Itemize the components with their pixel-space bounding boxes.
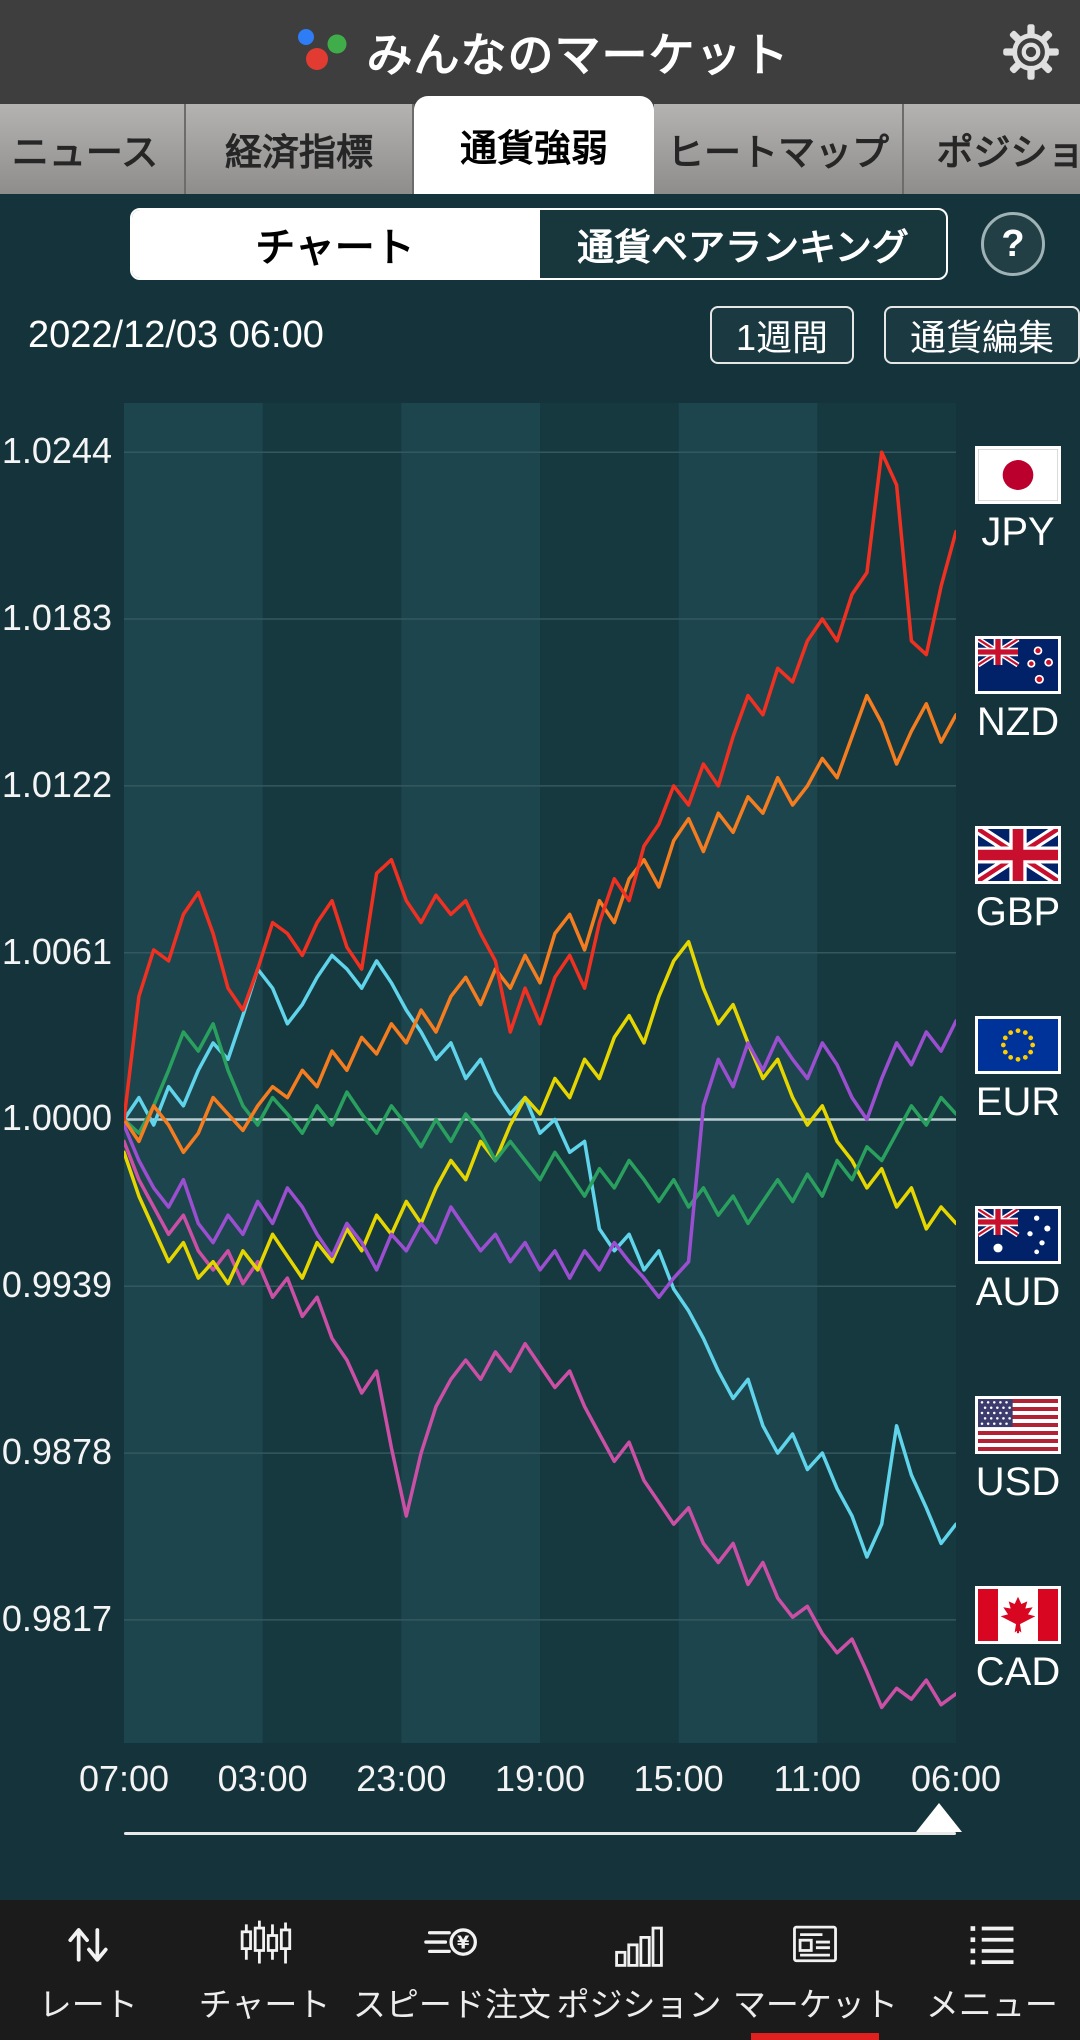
y-axis-label: 1.0000: [1, 1097, 112, 1139]
series-JPY: [124, 450, 956, 1122]
legend-gbp[interactable]: GBP: [962, 826, 1074, 935]
y-axis-label: 1.0244: [1, 430, 112, 472]
legend-code-label: CAD: [975, 1650, 1061, 1694]
nav-item-menu[interactable]: メニュー: [904, 1900, 1080, 2040]
jpy-flag-icon: [975, 446, 1061, 504]
series-AUD: [124, 939, 956, 1286]
nav-item-speed-order[interactable]: ¥ スピード注文: [353, 1900, 551, 2040]
currency-edit-button[interactable]: 通貨編集: [884, 306, 1080, 364]
tab-indicators[interactable]: 経済指標: [186, 104, 414, 194]
legend-code-label: GBP: [975, 890, 1061, 934]
tab-pair-ranking[interactable]: 通貨ペアランキング: [538, 210, 946, 278]
nav-label: ポジション: [556, 1985, 722, 2023]
y-axis-label: 1.0122: [1, 763, 112, 805]
y-axis-label: 0.9939: [1, 1264, 112, 1306]
legend-cad[interactable]: CAD: [962, 1586, 1074, 1695]
page-title: みんなのマーケット: [366, 29, 790, 81]
nav-label: マーケット: [732, 1985, 898, 2023]
legend-nzd[interactable]: NZD: [962, 636, 1074, 745]
nav-item-rate[interactable]: レート: [0, 1900, 176, 2040]
legend-aud[interactable]: AUD: [962, 1206, 1074, 1315]
x-axis-label: 07:00: [78, 1758, 170, 1799]
period-button[interactable]: 1週間: [710, 306, 855, 364]
rate-icon: [68, 1927, 108, 1962]
legend-eur[interactable]: EUR: [962, 1016, 1074, 1125]
y-axis-label: 1.0061: [1, 930, 112, 972]
eur-flag-icon: [975, 1016, 1061, 1074]
legend-usd[interactable]: USD: [962, 1396, 1074, 1505]
nav-item-position[interactable]: ポジション: [551, 1900, 727, 2040]
y-axis-label: 0.9878: [1, 1431, 112, 1473]
main-tab-bar: ニュース経済指標通貨強弱ヒートマップポジション: [0, 96, 1080, 194]
bars-icon: [615, 1926, 663, 1967]
legend-code-label: EUR: [975, 1080, 1061, 1124]
app-logo-icon: [297, 29, 346, 70]
x-axis-label: 11:00: [773, 1758, 862, 1799]
nav-item-market[interactable]: マーケット: [727, 1900, 903, 2040]
series-USD: [124, 953, 956, 1559]
legend-code-label: AUD: [975, 1270, 1061, 1314]
series-GBP: [124, 1019, 956, 1299]
aud-flag-icon: [975, 1206, 1061, 1264]
app-logo-title: みんなのマーケット: [291, 19, 790, 85]
cad-flag-icon: [975, 1586, 1061, 1644]
tab-heatmap[interactable]: ヒートマップ: [654, 104, 904, 194]
legend-code-label: USD: [975, 1460, 1061, 1504]
nav-label: スピード注文: [352, 1985, 551, 2023]
series-CAD: [124, 1139, 956, 1710]
svg-text:¥: ¥: [457, 1933, 470, 1953]
speed-yen-icon: ¥: [424, 1927, 477, 1956]
time-scrollbar[interactable]: [124, 1832, 956, 1835]
tab-strength[interactable]: 通貨強弱: [414, 96, 654, 194]
app-header: みんなのマーケット: [0, 0, 1080, 104]
menu-icon: [970, 1925, 1014, 1964]
x-axis-label: 03:00: [217, 1758, 308, 1799]
bottom-navigation: レート チャート ¥ スピード注文 ポジション マーケット メニュー: [0, 1900, 1080, 2040]
x-axis-label: 06:00: [910, 1758, 1002, 1799]
x-axis-label: 19:00: [494, 1758, 586, 1799]
legend-code-label: JPY: [981, 510, 1055, 554]
tab-news[interactable]: ニュース: [0, 104, 186, 194]
x-axis-label: 15:00: [633, 1758, 724, 1799]
tab-chart[interactable]: チャート: [132, 210, 538, 278]
series-NZD: [124, 693, 956, 1155]
nzd-flag-icon: [975, 636, 1061, 694]
legend-jpy[interactable]: JPY: [962, 446, 1074, 555]
nav-label: チャート: [198, 1985, 331, 2023]
series-EUR: [124, 1022, 956, 1226]
gbp-flag-icon: [975, 826, 1061, 884]
usd-flag-icon: [975, 1396, 1061, 1454]
scrollbar-handle-icon[interactable]: [916, 1803, 962, 1832]
view-toggle: チャート 通貨ペアランキング: [130, 208, 948, 280]
x-axis-label: 23:00: [356, 1758, 447, 1799]
newspaper-icon: [793, 1925, 838, 1962]
legend-code-label: NZD: [976, 700, 1060, 744]
nav-item-chart[interactable]: チャート: [176, 1900, 352, 2040]
y-axis-label: 1.0183: [1, 597, 112, 639]
settings-gear-icon[interactable]: [1002, 23, 1060, 81]
chart-datetime: 2022/12/03 06:00: [28, 314, 324, 356]
nav-label: メニュー: [925, 1985, 1058, 2023]
candles-icon: [240, 1920, 291, 1964]
y-axis-label: 0.9817: [1, 1597, 112, 1639]
strength-chart[interactable]: [124, 403, 956, 1743]
help-button[interactable]: ?: [981, 212, 1045, 276]
nav-label: レート: [38, 1985, 138, 2023]
tab-positions[interactable]: ポジション: [904, 104, 1080, 194]
